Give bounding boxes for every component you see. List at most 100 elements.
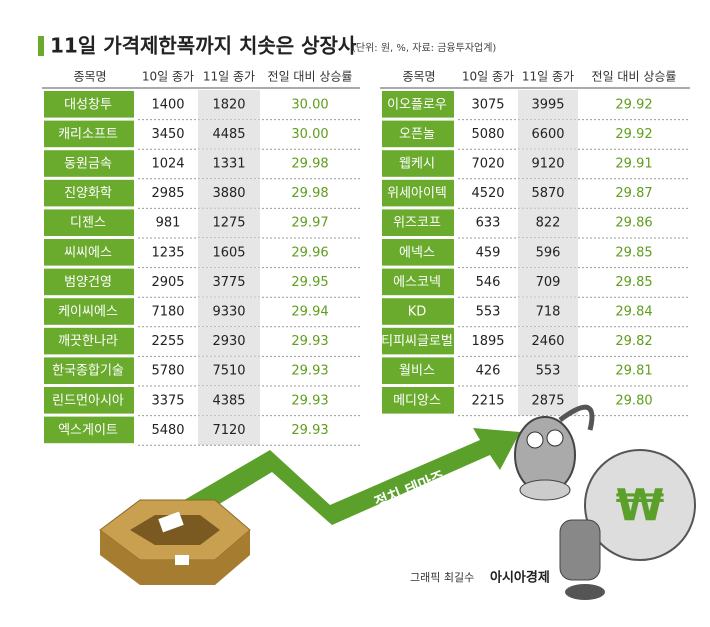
name-cell xyxy=(44,120,134,148)
cell-value: 546 xyxy=(476,275,501,290)
cell-value: 29.84 xyxy=(615,305,652,320)
stock-name: 에넥스 xyxy=(399,245,435,260)
cell-value: 2985 xyxy=(151,186,184,201)
cell-value: 29.92 xyxy=(615,127,652,142)
cell-value: 633 xyxy=(476,216,501,231)
cell-value: 7510 xyxy=(212,364,245,379)
cell-value: 9120 xyxy=(531,157,564,172)
stock-name: 티피씨글로벌 xyxy=(381,334,453,349)
stock-name: 씨씨에스 xyxy=(64,245,112,260)
stock-name: 엑스게이트 xyxy=(58,423,118,438)
cell-value: 7120 xyxy=(212,423,245,438)
cell-value: 5080 xyxy=(471,127,504,142)
cell-value: 29.98 xyxy=(291,157,328,172)
shade-cell xyxy=(198,149,260,179)
shade-cell xyxy=(198,415,260,446)
arrow xyxy=(150,428,520,540)
name-cell xyxy=(382,327,454,355)
name-cell xyxy=(382,298,454,325)
shade-cell xyxy=(518,149,578,179)
stock-name: 웹케시 xyxy=(399,157,435,172)
cell-value: 29.92 xyxy=(615,97,652,112)
name-cell xyxy=(382,239,454,266)
shade-cell xyxy=(198,208,260,238)
name-cell xyxy=(382,209,454,236)
logo: 아시아경제 xyxy=(490,570,550,586)
name-cell xyxy=(44,150,134,177)
cell-value: 29.82 xyxy=(615,334,652,349)
stock-name: 동원금속 xyxy=(64,157,112,172)
stock-name: 디젠스 xyxy=(70,216,106,231)
svg-text:₩: ₩ xyxy=(616,480,665,531)
cell-value: 6600 xyxy=(531,127,564,142)
cell-value: 1331 xyxy=(212,157,245,172)
cell-value: 3375 xyxy=(151,393,184,408)
note: (단위: 원, %, 자료: 금융투자업계) xyxy=(352,41,496,54)
stock-name: 이오플로우 xyxy=(387,97,447,112)
name-cell xyxy=(382,120,454,148)
name-cell xyxy=(44,327,134,355)
name-cell xyxy=(44,91,134,118)
cell-value: 1895 xyxy=(471,334,504,349)
shade-cell xyxy=(518,356,578,386)
shade-cell xyxy=(198,326,260,357)
shade-cell xyxy=(518,297,578,327)
shade-cell xyxy=(198,386,260,416)
cell-value: 7180 xyxy=(151,305,184,320)
cell-value: 29.80 xyxy=(615,393,652,408)
column-header: 11일 종가 xyxy=(203,70,255,84)
column-header: 전일 대비 상승률 xyxy=(592,70,677,84)
ballot-box xyxy=(99,499,264,585)
cell-value: 2905 xyxy=(151,275,184,290)
cell-value: 718 xyxy=(536,305,561,320)
cell-value: 29.98 xyxy=(291,186,328,201)
goat-illustration: ₩ xyxy=(514,404,696,600)
cell-value: 29.95 xyxy=(291,275,328,290)
name-cell xyxy=(44,268,134,296)
cell-value: 5480 xyxy=(151,423,184,438)
cell-value: 4520 xyxy=(471,186,504,201)
cell-value: 4385 xyxy=(212,393,245,408)
shade-cell xyxy=(518,178,578,209)
name-cell xyxy=(382,357,454,384)
shade-cell xyxy=(518,208,578,238)
cell-value: 2930 xyxy=(212,334,245,349)
cell-value: 3075 xyxy=(471,97,504,112)
name-cell xyxy=(44,416,134,444)
shade-cell xyxy=(518,386,578,416)
shade-cell xyxy=(518,119,578,150)
cell-value: 3995 xyxy=(531,97,564,112)
cell-value: 29.81 xyxy=(615,364,652,379)
column-header: 11일 종가 xyxy=(522,70,574,84)
cell-value: 7020 xyxy=(471,157,504,172)
stock-name: 월비스 xyxy=(399,364,435,379)
shade-cell xyxy=(518,267,578,298)
cell-value: 29.93 xyxy=(291,393,328,408)
cell-value: 29.86 xyxy=(615,216,652,231)
shade-cell xyxy=(518,326,578,357)
cell-value: 3880 xyxy=(212,186,245,201)
stock-name: 대성창투 xyxy=(64,97,112,112)
cell-value: 459 xyxy=(476,245,501,260)
stock-name: 오픈놀 xyxy=(399,127,435,142)
cell-value: 709 xyxy=(536,275,561,290)
cell-value: 1235 xyxy=(151,245,184,260)
stock-name: KD xyxy=(408,305,427,320)
cell-value: 29.91 xyxy=(615,157,652,172)
cell-value: 2875 xyxy=(531,393,564,408)
shade-cell xyxy=(198,178,260,209)
cell-value: 29.93 xyxy=(291,364,328,379)
cell-value: 553 xyxy=(536,364,561,379)
cell-value: 1275 xyxy=(212,216,245,231)
credit: 그래픽 최길수 xyxy=(410,571,474,584)
stock-name: 에스코넥 xyxy=(393,275,441,290)
cell-value: 30.00 xyxy=(291,97,328,112)
name-cell xyxy=(382,268,454,296)
cell-value: 29.85 xyxy=(615,275,652,290)
cell-value: 2255 xyxy=(151,334,184,349)
cell-value: 29.96 xyxy=(291,245,328,260)
cell-value: 29.93 xyxy=(291,423,328,438)
shade-cell xyxy=(518,90,578,120)
cell-value: 426 xyxy=(476,364,501,379)
shade-cell xyxy=(198,90,260,120)
